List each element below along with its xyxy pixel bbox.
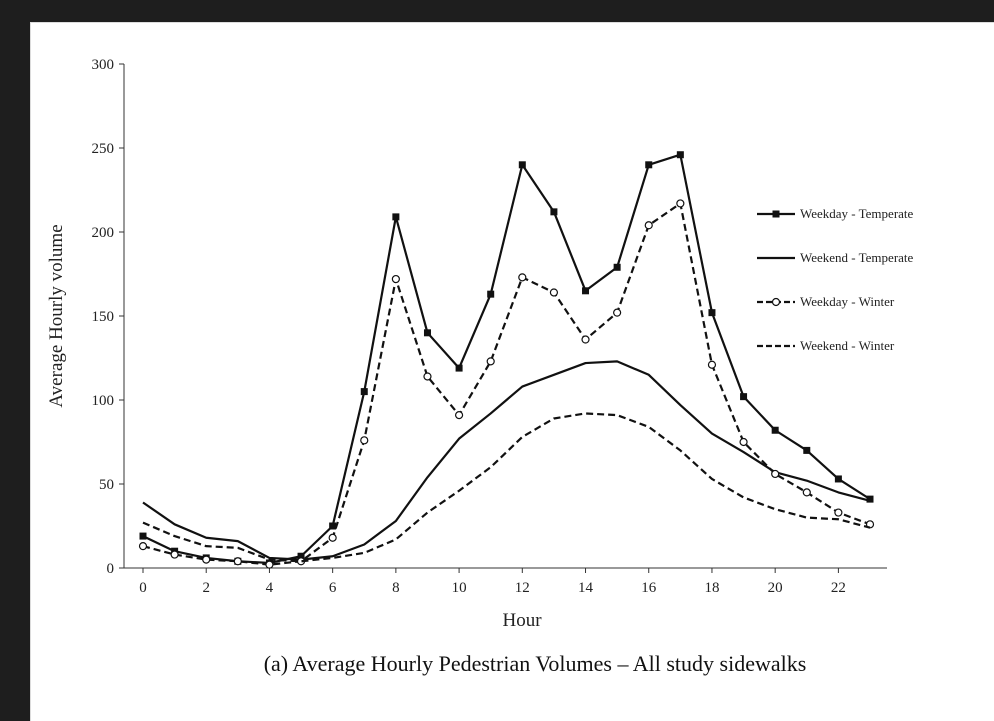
y-tick-label: 50: [99, 477, 114, 493]
data-point: [739, 437, 748, 447]
y-tick-label: 300: [92, 57, 115, 73]
data-point: [581, 335, 590, 344]
y-tick-label: 150: [92, 309, 115, 325]
figure-caption: (a) Average Hourly Pedestrian Volumes – …: [264, 651, 807, 676]
data-point: [708, 309, 716, 317]
series-weekend-temperate: [142, 360, 871, 561]
data-point: [771, 469, 780, 479]
data-point: [550, 208, 558, 216]
data-point: [802, 488, 811, 497]
data-point: [613, 263, 621, 271]
series-line: [142, 202, 871, 566]
legend-label: Weekday - Winter: [800, 294, 895, 309]
data-point: [771, 426, 779, 434]
data-point: [455, 364, 463, 372]
x-tick-label: 12: [515, 580, 530, 596]
x-tick-label: 0: [139, 580, 147, 596]
legend-label: Weekend - Winter: [800, 338, 895, 353]
legend-item: Weekday - Winter: [757, 294, 895, 309]
data-point: [644, 221, 653, 230]
legend-item: Weekend - Winter: [757, 338, 895, 353]
data-point: [423, 372, 432, 381]
y-tick-label: 0: [107, 561, 115, 577]
x-tick-label: 22: [831, 580, 846, 596]
legend-swatch-marker: [772, 210, 780, 218]
y-tick-label: 100: [92, 393, 115, 409]
x-tick-label: 10: [452, 580, 467, 596]
data-point: [265, 560, 274, 569]
data-point: [328, 533, 337, 542]
data-point: [423, 329, 431, 337]
data-point: [866, 495, 874, 503]
data-point: [676, 151, 684, 159]
data-point: [391, 274, 400, 284]
data-point: [138, 542, 148, 551]
x-tick-label: 18: [704, 580, 719, 596]
data-point: [518, 273, 527, 282]
data-point: [676, 199, 685, 208]
legend-label: Weekend - Temperate: [800, 250, 914, 265]
y-tick-label: 200: [92, 225, 115, 241]
data-point: [329, 522, 337, 530]
x-tick-label: 4: [266, 580, 274, 596]
data-point: [487, 290, 495, 298]
x-tick-label: 8: [392, 580, 400, 596]
data-point: [834, 475, 842, 483]
data-point: [803, 446, 811, 454]
legend-item: Weekday - Temperate: [757, 206, 914, 221]
y-axis-label: Average Hourly volume: [46, 224, 67, 407]
data-point: [139, 532, 147, 540]
series-line: [142, 360, 871, 561]
data-point: [740, 393, 748, 401]
data-point: [613, 308, 622, 317]
data-point: [360, 436, 369, 445]
x-tick-label: 14: [578, 580, 594, 596]
data-point: [233, 557, 242, 566]
x-tick-label: 16: [641, 580, 657, 596]
data-point: [297, 552, 305, 560]
x-axis-label: Hour: [502, 610, 542, 631]
data-point: [360, 388, 368, 396]
data-point: [582, 287, 590, 295]
legend-swatch-marker: [771, 297, 781, 307]
x-tick-label: 6: [329, 580, 337, 596]
data-point: [170, 550, 179, 559]
data-point: [834, 508, 843, 517]
legend-label: Weekday - Temperate: [800, 206, 914, 221]
series-weekend-winter: [142, 412, 871, 563]
data-point: [202, 555, 211, 564]
y-tick-label: 250: [92, 141, 115, 157]
data-point: [486, 357, 495, 366]
series-line: [142, 153, 871, 565]
figure-panel: [30, 22, 994, 721]
data-point: [645, 161, 653, 169]
data-point: [392, 213, 400, 221]
x-tick-label: 20: [768, 580, 783, 596]
series-line: [142, 412, 871, 563]
series-weekday-winter: [138, 199, 875, 569]
x-tick-label: 2: [202, 580, 210, 596]
data-point: [549, 288, 559, 297]
data-point: [707, 360, 717, 369]
data-point: [518, 161, 526, 169]
data-point: [865, 520, 875, 529]
legend-item: Weekend - Temperate: [757, 250, 914, 265]
data-point: [454, 411, 464, 420]
